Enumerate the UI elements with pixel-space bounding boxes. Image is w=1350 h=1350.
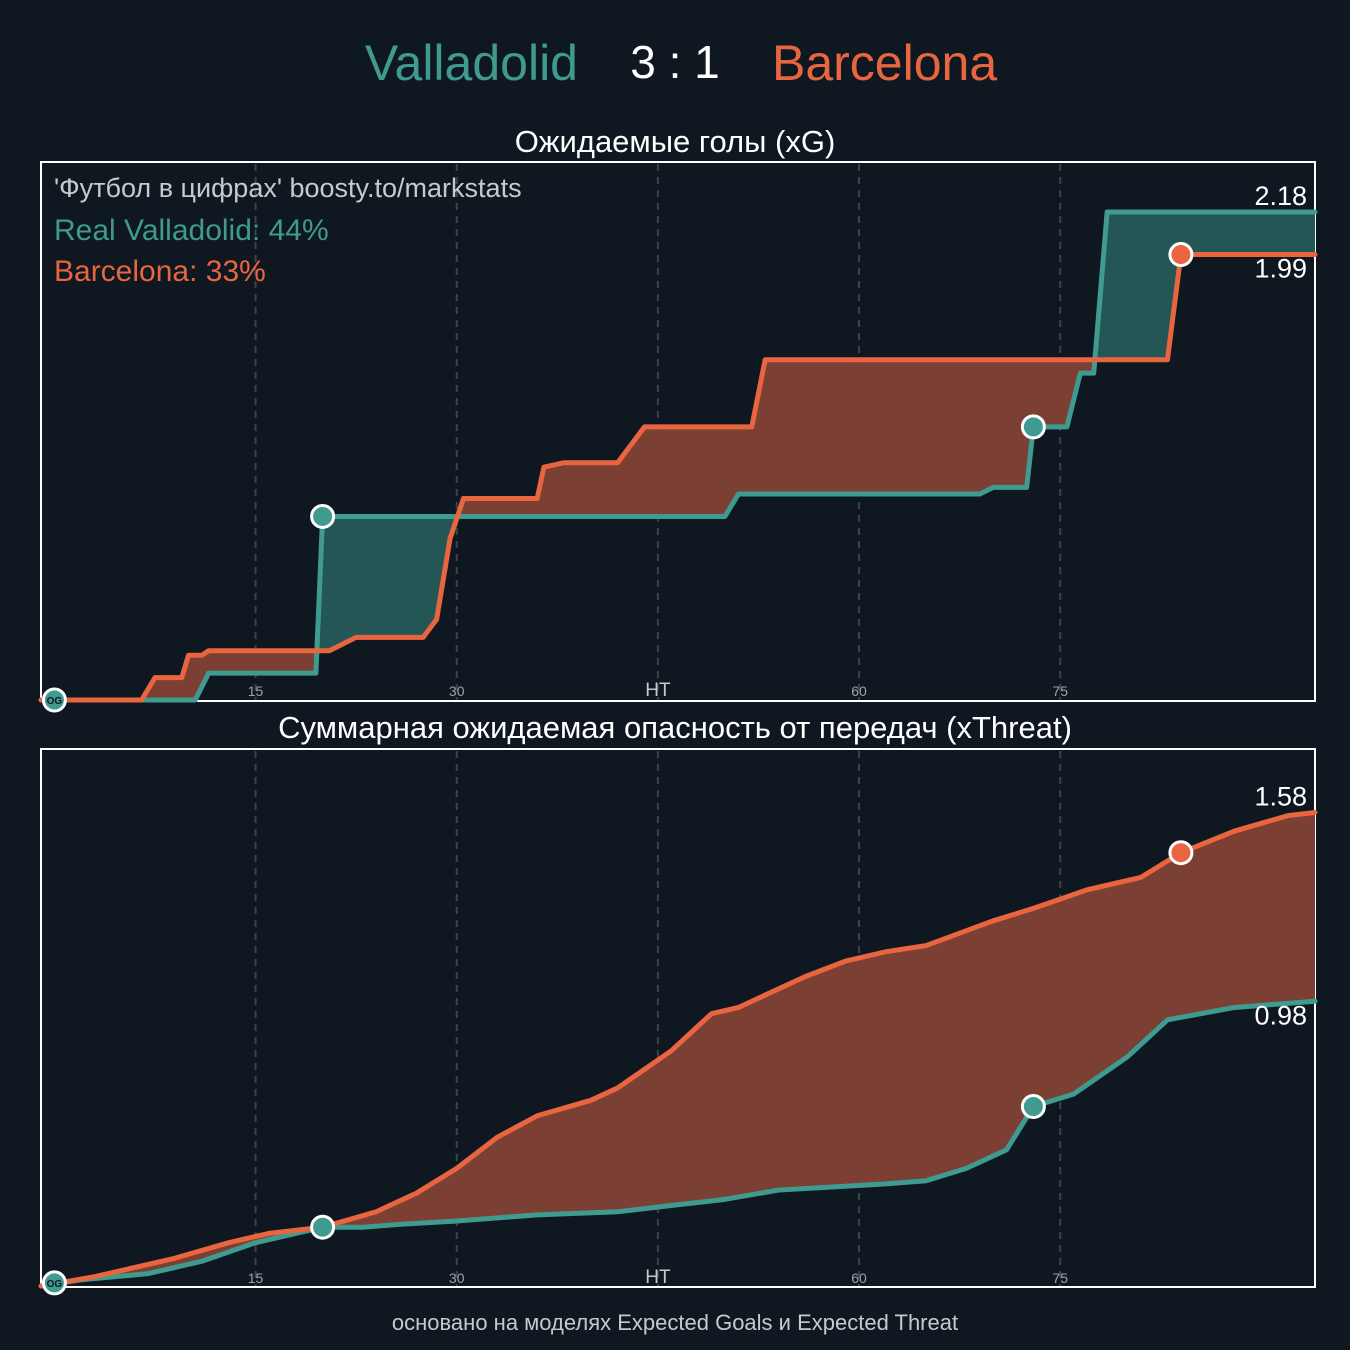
own-goal-marker (41, 1270, 67, 1296)
own-goal-label: OG (47, 1279, 63, 1290)
away-cumulative-line (38, 252, 1318, 703)
home-goal-marker (310, 1214, 336, 1240)
home-cumulative-line (38, 998, 1318, 1289)
away-goal-marker (1168, 840, 1194, 866)
own-goal-marker (41, 687, 67, 713)
xg-chart-frame (40, 161, 1316, 702)
home-advantage-area (315, 513, 459, 674)
away-share-label: Barcelona: 33% (54, 255, 266, 288)
x-tick-label: HT (645, 1267, 671, 1288)
footer-note: основано на моделях Expected Goals и Exp… (392, 1310, 958, 1335)
away-cumulative-line (38, 809, 1318, 1289)
x-tick-label: 75 (1052, 1270, 1068, 1286)
own-goal-label: OG (47, 696, 63, 707)
x-tick-label: 60 (851, 683, 867, 699)
match-score: 3 : 1 (630, 36, 720, 88)
x-tick-label: 30 (449, 1270, 465, 1286)
away-goal-marker (1168, 242, 1194, 268)
x-tick-label: 15 (248, 683, 264, 699)
xthreat-x-ticks: 15 30 HT 60 75 (248, 1267, 1068, 1288)
away-advantage-area (322, 812, 1315, 1228)
home-goal-marker (310, 503, 336, 529)
home-share-label: Real Valladolid: 44% (54, 214, 329, 247)
xthreat-goal-markers: OG (41, 840, 1194, 1296)
source-credit: 'Футбол в цифрах' boosty.to/markstats (54, 173, 522, 203)
x-tick-label: 30 (449, 683, 465, 699)
xg-end-labels: 2.18 1.99 (1254, 181, 1307, 284)
xthreat-chart-frame (40, 748, 1316, 1288)
x-tick-label: 15 (248, 1270, 264, 1286)
away-team-name: Barcelona (772, 35, 997, 91)
away-final-value: 1.58 (1254, 781, 1307, 811)
home-cumulative-line (38, 209, 1318, 703)
home-final-value: 0.98 (1254, 1000, 1307, 1030)
xg-chart-title: Ожидаемые голы (xG) (515, 124, 836, 159)
xg-chart: 15 30 HT 60 75 OG 2.18 1.99 'Футбол в цифрах'… (38, 161, 1318, 713)
away-final-value: 1.99 (1254, 254, 1307, 284)
xg-goal-markers: OG (41, 242, 1194, 713)
xg-lines (38, 209, 1318, 703)
home-final-value: 2.18 (1254, 181, 1307, 211)
xg-x-ticks: 15 30 HT 60 75 (248, 680, 1068, 701)
xthreat-chart-title: Суммарная ожидаемая опасность от передач… (278, 710, 1072, 745)
xthreat-end-labels: 0.98 1.58 (1254, 781, 1307, 1030)
away-advantage-area (141, 633, 318, 700)
xg-gridlines (254, 164, 1062, 700)
home-advantage-area (1093, 212, 1315, 374)
xthreat-lines (38, 809, 1318, 1289)
xg-fills (141, 212, 1315, 700)
home-goal-marker (1020, 414, 1046, 440)
home-team-name: Valladolid (365, 35, 578, 91)
x-tick-label: 60 (851, 1270, 867, 1286)
xthreat-chart: 15 30 HT 60 75 OG 0.98 1.58 (38, 748, 1318, 1296)
x-tick-label: HT (645, 680, 671, 701)
x-tick-label: 75 (1052, 683, 1068, 699)
home-goal-marker (1020, 1093, 1046, 1119)
away-advantage-area (456, 353, 1096, 519)
